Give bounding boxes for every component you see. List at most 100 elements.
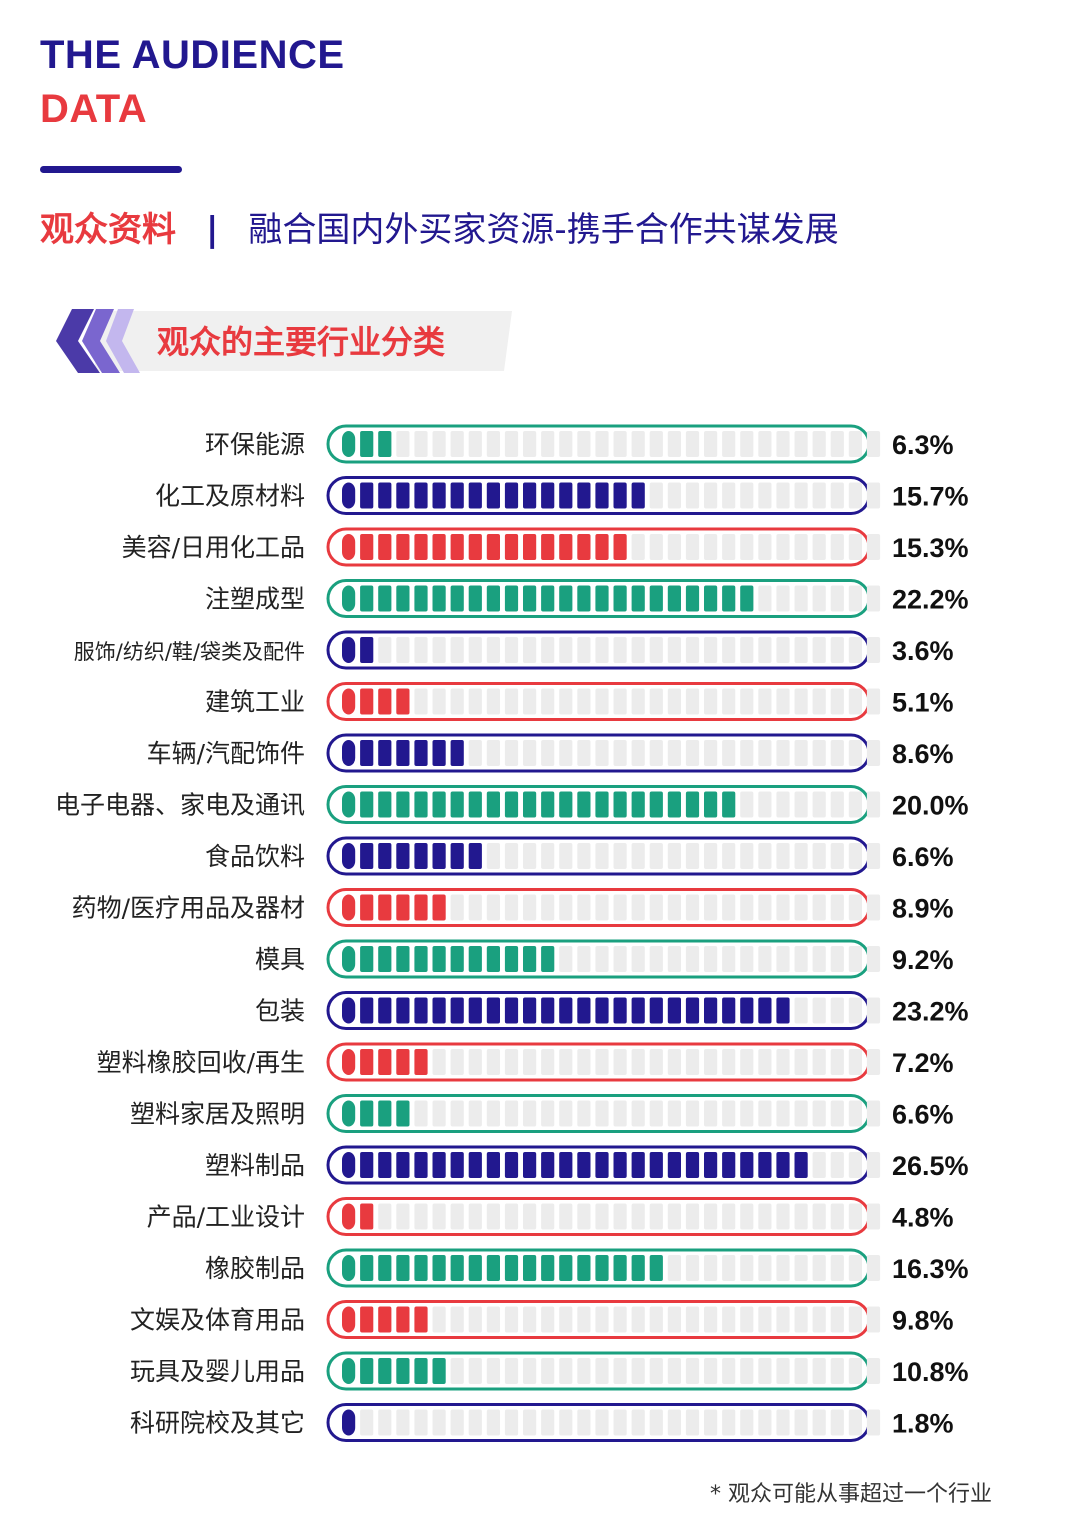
- bar-segment-empty: [758, 843, 772, 869]
- bar-segment-empty: [685, 1049, 700, 1075]
- bar-segment-filled: [342, 1203, 356, 1230]
- bar-segment-empty: [649, 1409, 663, 1436]
- category-label: 包装: [255, 997, 305, 1026]
- bar-segment-filled: [396, 534, 410, 560]
- bar-segment-filled: [342, 1409, 356, 1436]
- bar-segment-filled: [649, 1152, 663, 1178]
- bar-segment-empty: [722, 1049, 736, 1075]
- bar-segment-filled: [342, 946, 356, 972]
- bar-segment-empty: [722, 1100, 736, 1127]
- bar-segment-empty: [631, 946, 645, 972]
- bar-segment-filled: [342, 1049, 356, 1075]
- bar-segment-empty: [830, 688, 844, 715]
- bar-segment-empty: [504, 1358, 519, 1384]
- bar-segment-empty: [866, 1409, 881, 1436]
- bar-segment-empty: [541, 637, 555, 663]
- bar-segment-filled: [396, 740, 410, 766]
- bar-segment-empty: [541, 1100, 555, 1127]
- bar-segment-empty: [685, 1100, 700, 1127]
- bar-segment-empty: [704, 740, 718, 766]
- bar-segment-empty: [414, 1100, 428, 1127]
- bar-segment-empty: [776, 585, 790, 612]
- bar-segment-filled: [722, 1152, 736, 1178]
- value-label: 23.2%: [892, 997, 969, 1027]
- bar-segment-empty: [848, 843, 862, 869]
- bar-segment-filled: [595, 482, 609, 509]
- bar-segment-empty: [432, 431, 446, 457]
- bar-segment-filled: [613, 585, 627, 612]
- value-label: 9.8%: [892, 1306, 954, 1336]
- bar-segment-filled: [758, 1152, 772, 1178]
- bar-segment-filled: [342, 585, 356, 612]
- bar-segment-filled: [649, 791, 663, 818]
- bar-segment-filled: [722, 997, 736, 1024]
- bar-segment-empty: [776, 1100, 790, 1127]
- bar-segment-empty: [740, 1100, 754, 1127]
- bar-segment-filled: [414, 997, 428, 1024]
- bar-segment-empty: [667, 843, 681, 869]
- bar-segment-empty: [794, 997, 808, 1024]
- bar-segment-empty: [812, 946, 826, 972]
- bar-segment-filled: [378, 1100, 392, 1127]
- bar-segment-empty: [468, 688, 482, 715]
- bar-segment-empty: [559, 1358, 573, 1384]
- subtitle: 观众资料 | 融合国内外买家资源-携手合作共谋发展: [40, 206, 839, 254]
- bar-segment-empty: [794, 482, 808, 509]
- value-label: 15.3%: [892, 533, 969, 563]
- bar-segment-empty: [848, 482, 862, 509]
- value-label: 7.2%: [892, 1048, 954, 1078]
- bar-segment-empty: [649, 1358, 663, 1384]
- bar-segment-empty: [722, 946, 736, 972]
- bar-segment-filled: [414, 534, 428, 560]
- bar-segment-empty: [704, 894, 718, 921]
- bar-segment-empty: [740, 1255, 754, 1281]
- bar-segment-filled: [378, 482, 392, 509]
- bar-segment-empty: [559, 843, 573, 869]
- bar-segment-empty: [704, 482, 718, 509]
- bar-segment-empty: [685, 1306, 700, 1333]
- bar-segment-empty: [432, 637, 446, 663]
- bar-segment-filled: [342, 1358, 356, 1384]
- bar-segment-empty: [776, 534, 790, 560]
- bar-segment-filled: [432, 843, 446, 869]
- bar-segment-empty: [559, 946, 573, 972]
- bar-segment-empty: [812, 997, 826, 1024]
- bar-segment-empty: [450, 1100, 464, 1127]
- bar-segment-empty: [649, 431, 663, 457]
- bar-segment-empty: [631, 534, 645, 560]
- bar-segment-empty: [830, 431, 844, 457]
- bar-segment-filled: [486, 791, 500, 818]
- bar-segment-filled: [504, 534, 519, 560]
- bar-segment-filled: [378, 997, 392, 1024]
- bar-segment-filled: [342, 894, 356, 921]
- bar-segment-empty: [794, 1100, 808, 1127]
- value-label: 1.8%: [892, 1409, 954, 1439]
- bar-segment-empty: [667, 534, 681, 560]
- bar-segment-filled: [541, 585, 555, 612]
- bar-segment-empty: [450, 1306, 464, 1333]
- value-label: 3.6%: [892, 636, 954, 666]
- bar-segment-empty: [378, 1203, 392, 1230]
- value-label: 4.8%: [892, 1203, 954, 1233]
- bar-segment-empty: [740, 1409, 754, 1436]
- bar-segment-empty: [685, 534, 700, 560]
- bar-segment-empty: [812, 740, 826, 766]
- bar-segment-filled: [414, 585, 428, 612]
- bar-segment-empty: [722, 688, 736, 715]
- bar-segment-empty: [812, 585, 826, 612]
- bar-segment-empty: [812, 1049, 826, 1075]
- bar-segment-empty: [776, 1358, 790, 1384]
- bar-segment-filled: [342, 1255, 356, 1281]
- bar-segment-empty: [559, 1306, 573, 1333]
- bar-segment-filled: [468, 482, 482, 509]
- bar-segment-empty: [722, 1358, 736, 1384]
- bar-segment-empty: [722, 894, 736, 921]
- section-title: 观众的主要行业分类: [157, 323, 446, 361]
- bar-segment-filled: [704, 1152, 718, 1178]
- category-label: 车辆/汽配饰件: [147, 739, 305, 768]
- bar-segment-filled: [378, 1358, 392, 1384]
- bar-segment-empty: [776, 1306, 790, 1333]
- bar-segment-empty: [577, 1203, 591, 1230]
- bar-segment-empty: [559, 740, 573, 766]
- bar-segment-empty: [468, 1306, 482, 1333]
